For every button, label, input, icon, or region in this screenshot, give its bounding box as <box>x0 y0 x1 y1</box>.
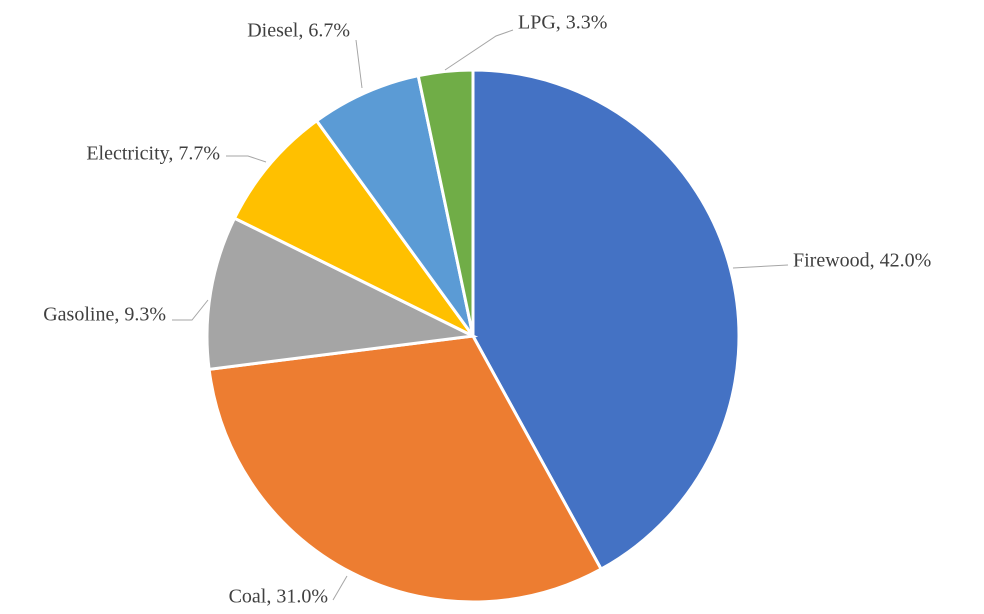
data-label: Electricity, 7.7% <box>86 143 220 165</box>
leader-line <box>226 155 267 163</box>
pie-slice <box>207 334 604 604</box>
pie-slice <box>416 68 475 337</box>
data-label: LPG, 3.3% <box>518 12 607 34</box>
data-label: Firewood, 42.0% <box>793 250 931 272</box>
data-label: Coal, 31.0% <box>229 586 328 608</box>
data-label: Diesel, 6.7% <box>247 20 350 42</box>
leader-line <box>172 299 209 321</box>
pie-slice <box>314 73 475 337</box>
pie-slice <box>471 68 741 572</box>
leader-line <box>444 29 514 71</box>
data-label: Gasoline, 9.3% <box>43 304 166 326</box>
leader-line <box>732 264 789 269</box>
leader-line <box>332 575 348 601</box>
pie-slice <box>232 118 475 338</box>
pie-slice <box>205 216 479 372</box>
leader-line <box>355 39 363 89</box>
